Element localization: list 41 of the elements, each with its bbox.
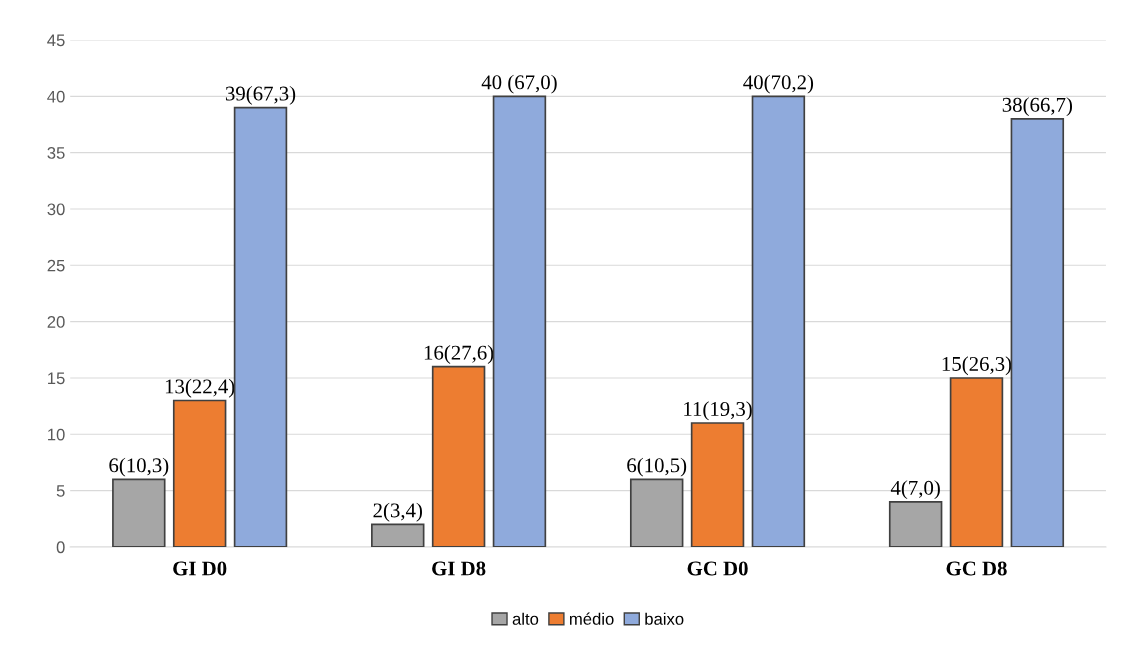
bar xyxy=(949,377,1004,547)
data-label: 16(27,6) xyxy=(424,345,494,364)
bar xyxy=(1010,118,1065,547)
bar xyxy=(233,106,288,547)
bar xyxy=(172,399,227,547)
legend-label: alto xyxy=(512,612,539,625)
x-tick-label: GI D0 xyxy=(173,561,227,576)
bar xyxy=(629,478,684,547)
data-label: 11(19,3) xyxy=(684,401,752,421)
y-tick-label: 10 xyxy=(48,428,65,441)
bar xyxy=(112,478,166,547)
legend-label: médio xyxy=(570,612,614,625)
data-label: 6(10,3) xyxy=(109,457,169,477)
y-tick-label: 5 xyxy=(56,485,65,497)
data-label: 39(67,3) xyxy=(225,85,296,105)
data-label: 13(22,4) xyxy=(165,378,235,398)
data-label: 4(7,0) xyxy=(890,480,940,500)
legend-label: baixo xyxy=(645,612,684,625)
bar xyxy=(371,523,425,547)
y-tick-label: 40 xyxy=(47,90,65,103)
y-tick-label: 35 xyxy=(47,147,65,159)
y-tick-label: 20 xyxy=(47,316,65,328)
data-label: 40 (67,0) xyxy=(481,74,557,94)
bar xyxy=(492,95,547,547)
data-label: 2(3,4) xyxy=(373,502,422,522)
data-label: 40(70,2) xyxy=(743,74,814,94)
data-label: 6(10,5) xyxy=(627,457,687,477)
x-tick-label: GC D0 xyxy=(687,561,748,576)
bar xyxy=(431,365,486,547)
y-tick-label: 25 xyxy=(47,259,65,272)
bar xyxy=(751,95,806,547)
data-label: 15(26,3) xyxy=(942,356,1012,376)
bar xyxy=(690,422,745,547)
y-tick-label: 15 xyxy=(48,372,65,385)
bar xyxy=(888,501,943,547)
x-tick-label: GI D8 xyxy=(432,561,486,576)
y-tick-label: 30 xyxy=(47,203,65,216)
data-label: 38(66,7) xyxy=(1002,97,1073,117)
y-tick-label: 45 xyxy=(47,34,65,47)
x-tick-label: GC D8 xyxy=(946,561,1007,576)
y-tick-label: 0 xyxy=(56,541,65,554)
